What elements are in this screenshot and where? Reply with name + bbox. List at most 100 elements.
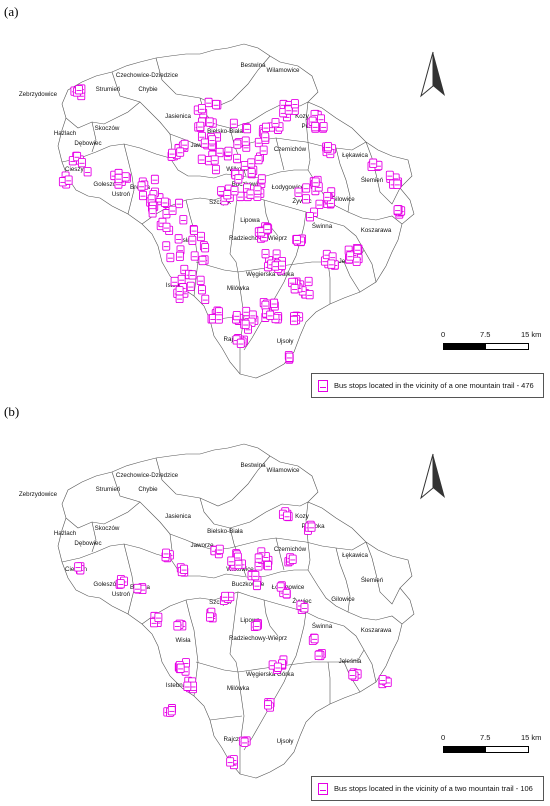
bus-stop-icon [211,164,220,175]
bus-stop-icon [170,276,179,287]
scale-tick-0: 0 [441,733,446,742]
municipality-border [91,121,97,153]
municipality-border [65,501,141,529]
bus-stop-icon [241,319,250,329]
municipality-label: Czernichów [274,546,307,553]
bus-stop-icon [264,700,273,710]
municipality-label: Bestwina [240,462,266,469]
bus-stop-icon [210,155,219,165]
municipality-border [275,137,285,171]
municipality-border [327,261,331,304]
bus-stop-icon [264,560,272,571]
bus-stop-icon [240,161,249,171]
municipality-border [263,199,279,237]
bus-stop-icon [261,300,270,311]
municipality-label: Rajcza [224,736,243,743]
bus-stop-icon [114,173,123,184]
municipality-label: Węgierska Górka [246,271,294,278]
bus-stop-icon [327,259,336,269]
bus-stop-icon [201,294,210,305]
bus-stop-icon [294,187,303,197]
bus-stop-icon [259,145,268,155]
bus-stop-icon [292,235,301,245]
bus-stop-icon [174,234,183,244]
municipality-label: Łękawica [342,552,368,559]
bus-stop-icon [188,270,197,280]
municipality-label: Łodygowice [272,184,305,191]
bus-stop-icon [214,314,223,324]
municipality-border [169,533,308,579]
panel-b-letter: (b) [4,404,20,419]
bus-stop-icon [212,99,221,110]
scale-tick-end: 15 km [521,330,542,339]
municipality-label: Dębowiec [74,540,101,547]
municipality-label: Milówka [227,285,250,292]
bus-stop-icon [175,293,184,304]
municipality-label: Jasienica [165,513,191,520]
bus-stop-icon [179,215,188,225]
bus-stop-icon [197,154,206,164]
municipality-border [111,71,171,135]
municipality-border [91,521,97,553]
municipality-border [141,591,377,683]
municipality-label: Ślemień [361,576,384,584]
bus-stop-icon [290,315,298,326]
municipality-label: Czernichów [274,146,307,153]
municipality-border [141,191,377,283]
legend-a-text: Bus stops located in the vicinity of a o… [334,381,534,390]
bus-stop-icon [175,251,184,261]
scale-tick-mid: 7.5 [480,733,491,742]
municipality-border [283,211,307,283]
bus-stop-icon [234,559,243,570]
bus-stop-icon [266,310,275,320]
legend-b: Bus stops located in the vicinity of a t… [311,776,544,801]
bus-stop-icon [353,244,362,255]
bus-stop-icon [230,186,239,196]
bus-stop-icon [148,208,157,218]
bus-stop-icon [186,281,195,292]
bus-stop-icon [282,588,291,599]
municipality-label: Goleszów [93,181,121,188]
bus-stop-icon [304,276,313,287]
bus-stop-icon [176,663,185,673]
municipality-border [61,543,171,563]
municipality-border [169,533,367,551]
municipality-label: Węgierska Górka [246,671,294,678]
bus-stop-icon [276,582,285,592]
municipality-border [229,253,239,273]
bus-stop-icon [242,306,251,317]
municipality-label: Ustroń [112,191,131,198]
bus-stop-icon [348,670,357,680]
municipality-label: Kozy [295,113,310,120]
municipality-label: Cieszyn [65,166,88,173]
bus-stop-icon [227,556,236,566]
municipality-label: Jasienica [165,113,191,120]
bus-stop-icon [273,662,282,672]
bus-stop-icon [139,190,147,201]
bus-stop-icon [208,135,217,145]
bus-stop-icon [271,261,280,271]
bus-stop-icon [314,650,323,661]
bus-stop-icon [197,103,206,114]
bus-stop-icon [168,205,177,216]
bus-stop-icon [393,179,402,189]
bus-stop-icon [215,544,224,554]
bus-stop-icon [302,194,310,204]
bus-stop-icon [162,548,170,558]
bus-stop-icon [234,174,243,184]
bus-stop-icon [306,212,314,222]
municipality-label: Istebna [166,682,187,689]
legend-a: Bus stops located in the vicinity of a o… [311,373,544,398]
bus-stop-icon [121,172,130,182]
bus-stop-icon [232,310,241,321]
bus-stop-icon [154,612,163,623]
bus-stop-icon [271,118,280,128]
bus-stop-icon [393,205,402,215]
bus-stop-icon [74,562,83,572]
municipality-border [123,543,135,615]
bus-stop-icon [318,379,328,392]
bus-stop-icon [168,148,177,159]
municipality-label: Skoczów [95,525,120,532]
municipality-label: Hażlach [54,530,77,537]
